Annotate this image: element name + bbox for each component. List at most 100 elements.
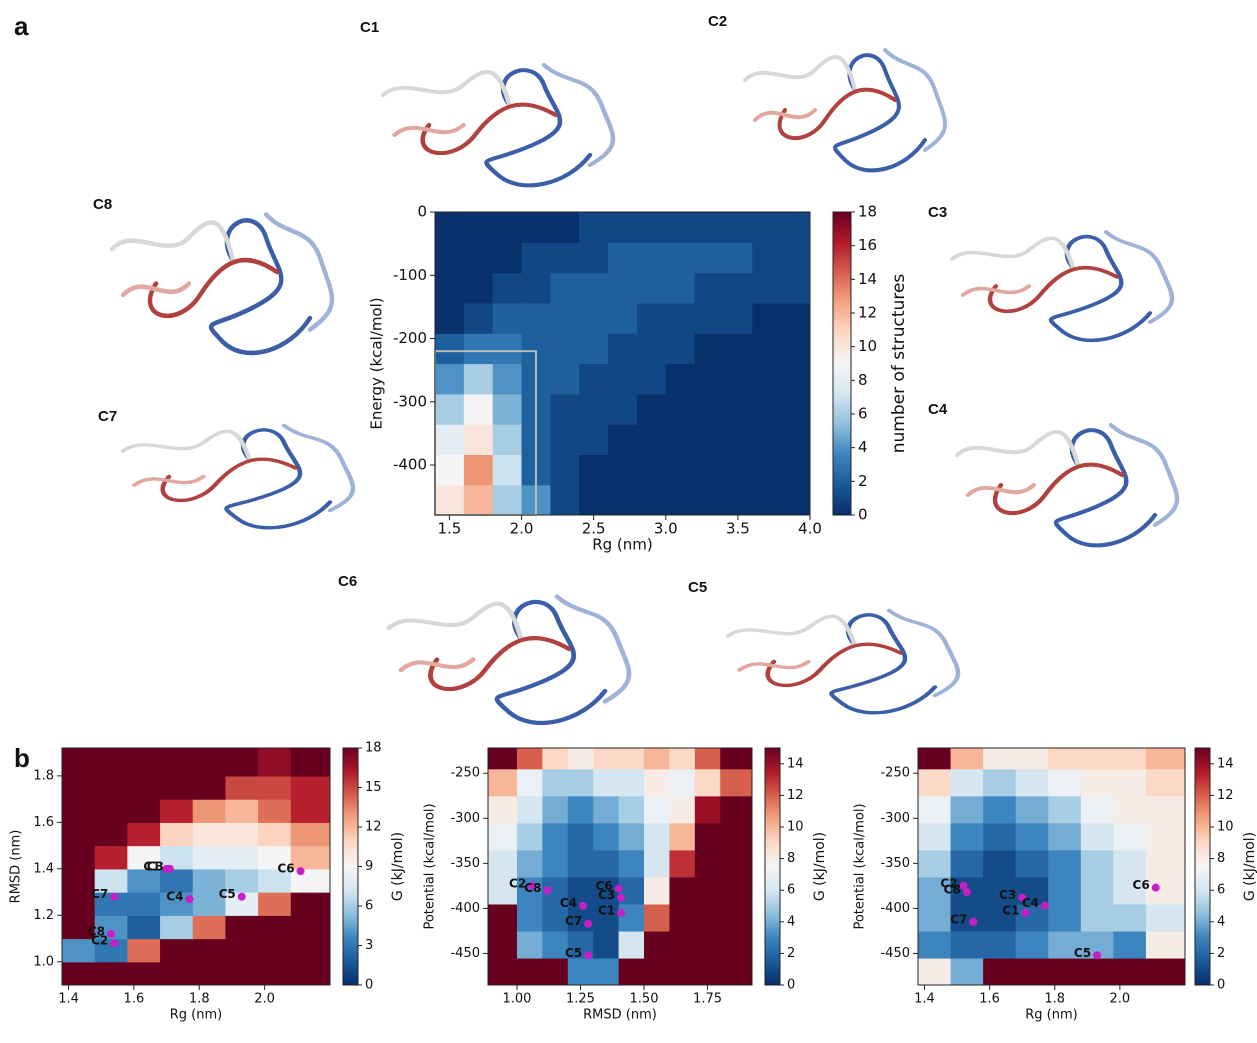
heat-cell	[593, 769, 619, 797]
heat-cell	[542, 748, 568, 769]
heat-cell	[752, 485, 781, 516]
heat-cell	[464, 364, 493, 395]
point-label: C7	[950, 912, 967, 926]
x-tick-label: 1.8	[189, 992, 210, 1007]
heat-cell	[225, 799, 258, 823]
heat-cell	[550, 242, 579, 273]
heat-cell	[291, 962, 331, 986]
x-tick-label: 4.0	[798, 520, 822, 538]
heat-cell	[1113, 748, 1146, 769]
heat-cell	[542, 796, 568, 824]
y-tick-label: -250	[450, 766, 480, 781]
heat-cell	[983, 823, 1016, 851]
heat-cell	[951, 823, 984, 851]
colorbar-tick-label: 4	[1217, 914, 1225, 929]
heat-cell	[619, 769, 645, 797]
x-tick-label: 1.4	[58, 992, 79, 1007]
data-point	[110, 893, 118, 901]
colorbar-tick-label: 10	[858, 337, 877, 355]
point-label: C6	[1133, 878, 1150, 892]
heat-cell	[666, 333, 695, 364]
heat-cell	[619, 823, 645, 851]
heat-cell	[291, 846, 331, 870]
heat-cell	[983, 958, 1016, 986]
point-label: C2	[91, 934, 108, 948]
heat-cell	[522, 273, 551, 304]
heat-cell	[695, 303, 724, 334]
heat-cell	[258, 748, 291, 776]
heat-cell	[579, 242, 608, 273]
heat-cell	[1016, 931, 1049, 959]
heat-cell	[542, 850, 568, 878]
data-point	[579, 902, 587, 910]
heat-cell	[579, 485, 608, 516]
heat-cell	[488, 748, 518, 769]
heat-cell	[517, 958, 543, 986]
data-point	[617, 894, 625, 902]
heat-cell	[637, 242, 666, 273]
heat-cell	[644, 796, 670, 824]
heat-cell	[918, 904, 951, 932]
heat-cell	[193, 915, 226, 939]
colorbar-tick-label: 6	[365, 899, 373, 914]
data-point	[1093, 951, 1101, 959]
heat-cell	[258, 822, 291, 846]
heat-cell	[951, 850, 984, 878]
heat-cell	[983, 769, 1016, 797]
heat-cell	[493, 212, 522, 243]
data-point	[1041, 902, 1049, 910]
heat-cell	[1146, 850, 1186, 878]
heat-cell	[225, 962, 258, 986]
point-label: C3	[598, 888, 615, 902]
heat-cell	[720, 904, 752, 932]
data-point	[110, 939, 118, 947]
heat-cell	[1016, 850, 1049, 878]
protein-structure	[745, 50, 945, 170]
heat-cell	[608, 333, 637, 364]
heat-cell	[669, 958, 695, 986]
heat-cell	[720, 823, 752, 851]
heat-cell	[522, 242, 551, 273]
heat-cell	[983, 850, 1016, 878]
heat-cell	[644, 904, 670, 932]
data-point	[543, 886, 551, 894]
x-axis-label: Rg (nm)	[1025, 1008, 1077, 1023]
heat-cell	[579, 454, 608, 485]
heat-cell	[1081, 877, 1114, 905]
heat-cell	[1048, 904, 1081, 932]
panel-label: b	[14, 743, 30, 773]
heat-cell	[637, 212, 666, 243]
heat-cell	[695, 931, 721, 959]
heat-cell	[608, 424, 637, 455]
structure-label: C6	[338, 573, 357, 590]
heat-cell	[752, 242, 781, 273]
point-label: C6	[277, 862, 294, 876]
heat-cell	[160, 799, 193, 823]
heat-cell	[568, 823, 594, 851]
protein-structure	[112, 215, 332, 353]
point-label: C4	[166, 890, 183, 904]
heat-cell	[608, 454, 637, 485]
heat-cell	[160, 748, 193, 776]
heat-cell	[95, 776, 128, 800]
heat-cell	[493, 394, 522, 425]
heat-cell	[225, 939, 258, 963]
colorbar-tick-label: 6	[787, 883, 795, 898]
y-tick-label: -400	[880, 901, 910, 916]
heat-cell	[193, 962, 226, 986]
colorbar-tick-label: 4	[858, 438, 868, 456]
structure-label: C8	[93, 196, 112, 213]
heat-cell	[669, 877, 695, 905]
heat-cell	[983, 931, 1016, 959]
heat-cell	[695, 823, 721, 851]
heat-cell	[550, 273, 579, 304]
heat-cell	[62, 846, 95, 870]
heat-cell	[723, 364, 752, 395]
heat-cell	[1146, 904, 1186, 932]
heat-cell	[160, 822, 193, 846]
heat-cell	[95, 846, 128, 870]
heat-cell	[1113, 823, 1146, 851]
heat-cell	[752, 212, 781, 243]
y-tick-label: 1.4	[33, 861, 54, 876]
heat-cell	[781, 242, 810, 273]
